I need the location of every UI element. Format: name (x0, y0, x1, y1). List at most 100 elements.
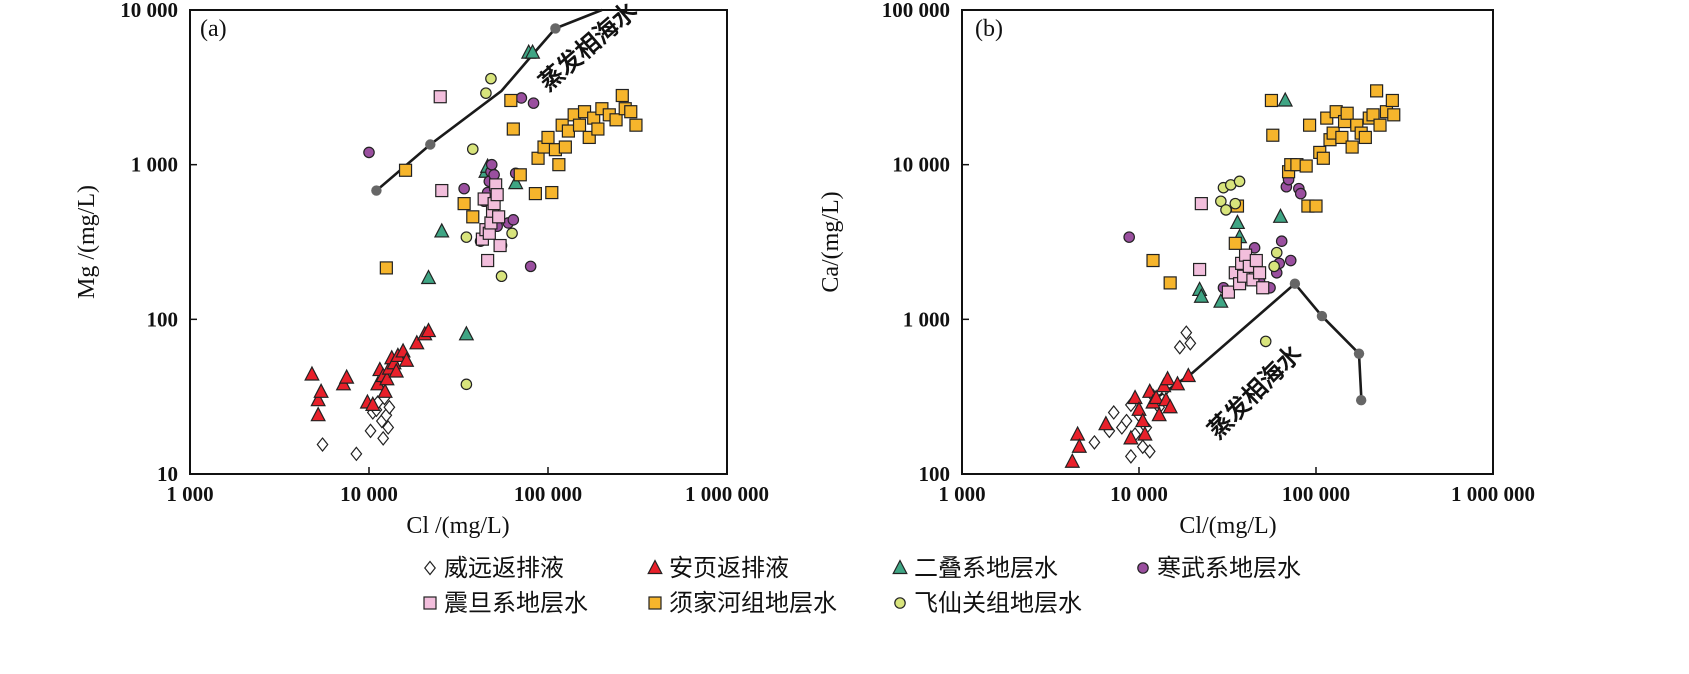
data-point-zhendan (1252, 266, 1267, 280)
data-point-zhendan (1256, 281, 1270, 295)
panel-b-seawater-line (1152, 278, 1367, 406)
data-point-feixianguan (466, 143, 479, 155)
seawater-line-point (425, 139, 436, 150)
data-point-hanwu (1284, 254, 1297, 267)
data-point-erdie (458, 325, 475, 341)
data-point-anye (313, 383, 329, 398)
y-tick-label: 10 000 (120, 0, 178, 22)
seawater-line-point (1353, 348, 1365, 359)
seawater-line-point (550, 23, 561, 34)
data-point-zhendan (1193, 262, 1207, 277)
panel-b-points (1064, 84, 1401, 468)
data-point-feixianguan (460, 231, 473, 243)
data-point-feixianguan (1233, 175, 1246, 188)
data-point-xujiahe (1163, 276, 1177, 290)
data-point-erdie (1193, 287, 1210, 303)
data-point-xujiahe (1309, 199, 1323, 213)
data-point-xujiahe (506, 122, 520, 136)
legend-marker-erdie (892, 559, 908, 575)
data-point-anye (338, 368, 355, 384)
data-point-anye (1134, 412, 1151, 428)
data-point-anye (409, 334, 425, 350)
data-point-erdie (433, 222, 450, 238)
data-point-anye (1098, 415, 1114, 431)
legend-marker-zhendan (423, 596, 437, 610)
data-point-anye (310, 406, 326, 422)
data-point-xujiahe (615, 88, 629, 103)
data-point-xujiahe (1266, 128, 1280, 142)
data-point-erdie (1277, 91, 1294, 107)
panel-a-seawater-line (371, 8, 603, 196)
data-point-xujiahe (1358, 130, 1372, 145)
data-point-xujiahe (1228, 236, 1242, 250)
data-point-weiyuan (1143, 443, 1156, 459)
y-tick-label: 1 000 (903, 307, 950, 331)
y-tick-label: 1 000 (131, 153, 178, 177)
seawater-line-point (371, 185, 382, 196)
data-point-weiyuan (1173, 339, 1186, 355)
x-tick-label: 1 000 000 (685, 482, 769, 506)
data-point-zhendan (492, 210, 506, 224)
data-point-xujiahe (541, 130, 555, 145)
legend-label-anye: 安页返排液 (669, 554, 789, 582)
panel-a-label: (a) (200, 16, 227, 42)
data-point-feixianguan (506, 227, 518, 240)
x-tick-label: 100 000 (1282, 482, 1350, 506)
panel-b-xlabel: Cl/(mg/L) (1179, 513, 1276, 539)
seawater-line-point (1355, 395, 1367, 406)
data-point-hanwu (515, 92, 528, 104)
data-point-feixianguan (485, 72, 497, 85)
y-tick-label: 100 (147, 307, 179, 331)
data-point-xujiahe (1146, 253, 1160, 268)
data-point-anye (388, 362, 405, 378)
data-point-erdie (420, 269, 437, 285)
y-tick-label: 100 000 (882, 0, 950, 22)
data-point-weiyuan (1136, 439, 1149, 455)
data-point-xujiahe (398, 163, 413, 177)
data-point-hanwu (363, 146, 375, 159)
data-point-xujiahe (528, 187, 542, 201)
data-point-anye (1123, 429, 1139, 445)
data-point-weiyuan (1124, 448, 1137, 464)
x-tick-label: 100 000 (514, 482, 582, 506)
data-point-xujiahe (561, 124, 575, 138)
data-point-anye (1071, 437, 1088, 453)
data-point-xujiahe (1302, 118, 1317, 132)
data-point-xujiahe (1373, 118, 1387, 132)
data-point-xujiahe (572, 118, 587, 132)
data-point-feixianguan (480, 87, 492, 99)
data-point-anye (1127, 389, 1143, 405)
legend-marker-anye (647, 559, 663, 575)
data-point-anye (379, 370, 395, 386)
data-point-xujiahe (1316, 151, 1330, 165)
panel-a-ticks: 1 000 10 000 100 000 1 000 000 10 100 1 000 10 … (120, 0, 769, 506)
data-point-erdie (1272, 208, 1289, 223)
data-point-xujiahe (1387, 108, 1401, 122)
data-point-weiyuan (1107, 404, 1120, 420)
data-point-zhendan (493, 238, 507, 253)
data-point-xujiahe (1385, 93, 1399, 108)
x-tick-label: 1 000 (166, 482, 213, 506)
data-point-xujiahe (379, 261, 393, 275)
data-point-anye (1069, 425, 1086, 441)
legend-marker-weiyuan (424, 560, 436, 576)
data-point-xujiahe (558, 140, 572, 154)
data-point-zhendan (433, 90, 447, 104)
seawater-line-point (1316, 310, 1328, 322)
data-point-feixianguan (1229, 197, 1242, 210)
panel-a-points (304, 43, 643, 462)
data-point-anye (1148, 389, 1164, 405)
data-point-xujiahe (1299, 159, 1313, 173)
legend-label-hanwu: 寒武系地层水 (1157, 554, 1301, 582)
panel-b-frame (961, 9, 1494, 475)
x-tick-label: 10 000 (1110, 482, 1168, 506)
data-point-hanwu (1123, 231, 1135, 243)
data-point-erdie (1213, 292, 1229, 308)
seawater-evaporation-line (375, 8, 603, 192)
data-point-anye (1162, 398, 1178, 414)
data-point-anye (1180, 367, 1197, 383)
